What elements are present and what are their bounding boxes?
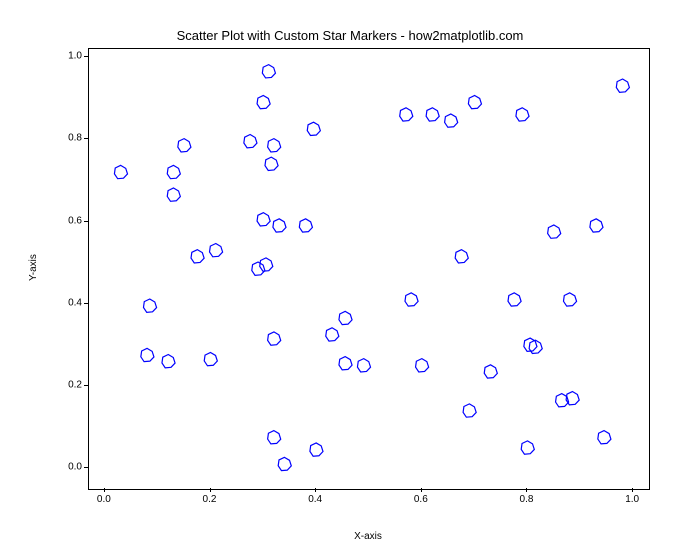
scatter-marker xyxy=(191,250,204,263)
chart-title: Scatter Plot with Custom Star Markers - … xyxy=(0,28,700,43)
x-tick-mark xyxy=(632,488,633,492)
scatter-marker xyxy=(167,188,180,201)
scatter-marker xyxy=(244,135,257,148)
y-tick-mark xyxy=(84,385,88,386)
scatter-marker xyxy=(426,108,439,121)
scatter-marker xyxy=(405,293,418,306)
x-tick-mark xyxy=(526,488,527,492)
x-tick-label: 1.0 xyxy=(625,494,639,505)
scatter-marker xyxy=(273,219,286,232)
scatter-chart: Scatter Plot with Custom Star Markers - … xyxy=(0,0,700,560)
x-tick-label: 0.6 xyxy=(414,494,428,505)
scatter-marker xyxy=(257,95,270,108)
scatter-marker xyxy=(204,352,217,365)
scatter-marker xyxy=(167,165,180,178)
y-tick-label: 0.4 xyxy=(60,297,82,308)
x-tick-label: 0.0 xyxy=(97,494,111,505)
scatter-markers xyxy=(89,49,649,489)
scatter-marker xyxy=(445,114,458,127)
scatter-marker xyxy=(463,404,476,417)
scatter-marker xyxy=(590,219,603,232)
scatter-marker xyxy=(257,213,270,226)
y-tick-mark xyxy=(84,221,88,222)
scatter-marker xyxy=(339,357,352,370)
y-tick-label: 0.0 xyxy=(60,462,82,473)
y-tick-mark xyxy=(84,56,88,57)
scatter-marker xyxy=(310,443,323,456)
scatter-marker xyxy=(468,95,481,108)
scatter-marker xyxy=(598,431,611,444)
scatter-marker xyxy=(484,365,497,378)
x-tick-mark xyxy=(104,488,105,492)
y-tick-label: 0.6 xyxy=(60,215,82,226)
scatter-marker xyxy=(357,359,370,372)
scatter-marker xyxy=(268,431,281,444)
y-tick-mark xyxy=(84,138,88,139)
scatter-marker xyxy=(616,79,629,92)
scatter-marker xyxy=(278,457,291,470)
scatter-marker xyxy=(210,244,223,257)
scatter-marker xyxy=(508,293,521,306)
scatter-marker xyxy=(339,311,352,324)
scatter-marker xyxy=(416,359,429,372)
scatter-marker xyxy=(114,165,127,178)
x-tick-mark xyxy=(210,488,211,492)
plot-area xyxy=(88,48,650,490)
scatter-marker xyxy=(326,328,339,341)
x-tick-mark xyxy=(421,488,422,492)
scatter-marker xyxy=(299,219,312,232)
scatter-marker xyxy=(262,65,275,78)
scatter-marker xyxy=(143,299,156,312)
y-tick-mark xyxy=(84,303,88,304)
x-tick-label: 0.8 xyxy=(520,494,534,505)
scatter-marker xyxy=(178,139,191,152)
scatter-marker xyxy=(400,108,413,121)
scatter-marker xyxy=(141,348,154,361)
scatter-marker xyxy=(162,355,175,368)
x-tick-label: 0.2 xyxy=(203,494,217,505)
scatter-marker xyxy=(268,139,281,152)
y-tick-label: 1.0 xyxy=(60,51,82,62)
scatter-marker xyxy=(516,108,529,121)
y-axis-label: Y-axis xyxy=(28,48,39,488)
scatter-marker xyxy=(455,250,468,263)
x-axis-label: X-axis xyxy=(88,531,648,542)
x-tick-mark xyxy=(315,488,316,492)
scatter-marker xyxy=(268,332,281,345)
scatter-marker xyxy=(548,225,561,238)
y-tick-label: 0.2 xyxy=(60,380,82,391)
scatter-marker xyxy=(566,392,579,405)
scatter-marker xyxy=(265,157,278,170)
scatter-marker xyxy=(307,122,320,135)
scatter-marker xyxy=(521,441,534,454)
y-tick-mark xyxy=(84,467,88,468)
y-tick-label: 0.8 xyxy=(60,133,82,144)
x-tick-label: 0.4 xyxy=(308,494,322,505)
scatter-marker xyxy=(252,262,265,275)
scatter-marker xyxy=(563,293,576,306)
